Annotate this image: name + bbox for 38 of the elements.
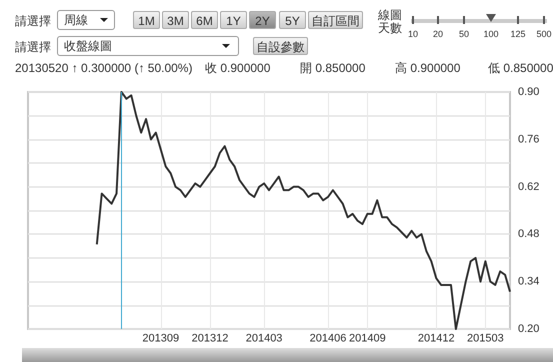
label-text: 請選擇 xyxy=(15,40,51,54)
x-tick-label: 201309 xyxy=(142,332,180,344)
slider-tick-label: 50 xyxy=(459,28,469,41)
slider-tick-label: 100 xyxy=(483,28,499,41)
label-text: 20130520 ↑ 0.300000 (↑ 50.00%) xyxy=(15,61,192,75)
button: 自訂區間 xyxy=(308,11,363,29)
button: 1M xyxy=(133,11,160,29)
label-text: 高 0.900000 xyxy=(395,61,460,75)
y-tick-label: 0.48 xyxy=(518,228,540,240)
x-tick-label: 201403 xyxy=(246,332,282,344)
x-tick-label: 201503 xyxy=(467,332,504,344)
label-text: 收 0.900000 xyxy=(205,61,270,75)
dropdown: 收盤線圖 xyxy=(57,36,239,56)
button: 5Y xyxy=(279,11,306,29)
slider-tick-label: 125 xyxy=(510,28,526,41)
x-tick-label: 201406 xyxy=(310,332,346,344)
line-series xyxy=(96,91,511,330)
x-tick-label: 201312 xyxy=(192,332,228,344)
y-tick-label: 0.34 xyxy=(518,276,540,288)
button: 6M xyxy=(191,11,218,29)
slider-tick-label: 500 xyxy=(536,28,552,41)
button: 自設參數 xyxy=(253,37,308,55)
slider-tick-label: 20 xyxy=(433,28,443,41)
button: 1Y xyxy=(220,11,247,29)
y-tick-label: 0.20 xyxy=(518,323,540,335)
x-tick-label: 201409 xyxy=(349,332,386,344)
slider-title: 線圖天數 xyxy=(378,9,403,35)
x-tick-label: 201412 xyxy=(418,332,455,344)
slider-tick-label: 10 xyxy=(408,28,418,41)
y-tick-label: 0.90 xyxy=(518,86,540,98)
button: 2Y xyxy=(249,11,276,29)
label-text: 低 0.850000 xyxy=(488,61,553,75)
dropdown: 周線 xyxy=(57,10,115,30)
button: 3M xyxy=(162,11,189,29)
label-text: 開 0.850000 xyxy=(300,61,366,75)
y-tick-label: 0.62 xyxy=(518,180,540,193)
label-text: 請選擇 xyxy=(15,14,51,28)
y-tick-label: 0.76 xyxy=(518,133,540,146)
